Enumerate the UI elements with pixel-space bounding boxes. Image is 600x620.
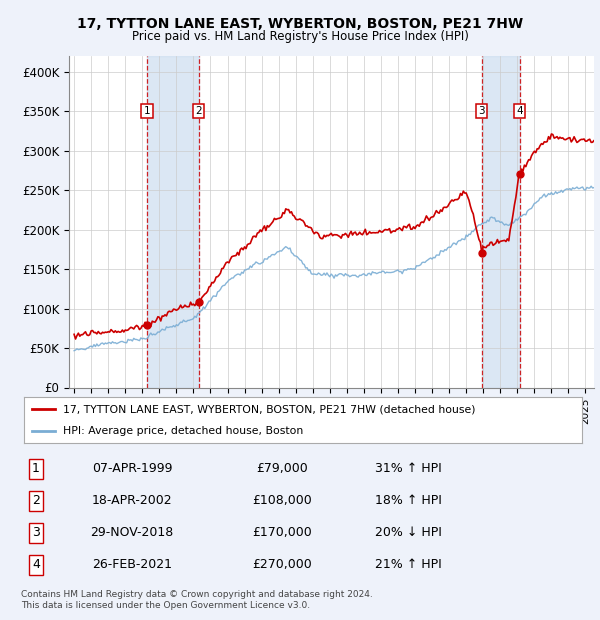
Text: £270,000: £270,000: [252, 559, 312, 572]
Text: 26-FEB-2021: 26-FEB-2021: [92, 559, 172, 572]
Text: Contains HM Land Registry data © Crown copyright and database right 2024.
This d: Contains HM Land Registry data © Crown c…: [21, 590, 373, 609]
Text: 20% ↓ HPI: 20% ↓ HPI: [374, 526, 442, 539]
Text: 4: 4: [517, 106, 523, 116]
Text: 1: 1: [143, 106, 150, 116]
Text: 18% ↑ HPI: 18% ↑ HPI: [374, 494, 442, 507]
Text: 18-APR-2002: 18-APR-2002: [92, 494, 172, 507]
Text: 21% ↑ HPI: 21% ↑ HPI: [374, 559, 442, 572]
Text: 31% ↑ HPI: 31% ↑ HPI: [374, 463, 442, 475]
Text: 1: 1: [32, 463, 40, 475]
Text: £170,000: £170,000: [252, 526, 312, 539]
Text: 29-NOV-2018: 29-NOV-2018: [91, 526, 173, 539]
Text: HPI: Average price, detached house, Boston: HPI: Average price, detached house, Bost…: [63, 426, 304, 436]
Text: Price paid vs. HM Land Registry's House Price Index (HPI): Price paid vs. HM Land Registry's House …: [131, 30, 469, 43]
Bar: [147, 56, 199, 388]
Text: £79,000: £79,000: [256, 463, 308, 475]
Text: 17, TYTTON LANE EAST, WYBERTON, BOSTON, PE21 7HW (detached house): 17, TYTTON LANE EAST, WYBERTON, BOSTON, …: [63, 404, 476, 414]
Text: 3: 3: [32, 526, 40, 539]
Bar: [482, 56, 520, 388]
Text: 2: 2: [195, 106, 202, 116]
Text: 3: 3: [478, 106, 485, 116]
Text: 07-APR-1999: 07-APR-1999: [92, 463, 172, 475]
Text: £108,000: £108,000: [252, 494, 312, 507]
Text: 4: 4: [32, 559, 40, 572]
Text: 2: 2: [32, 494, 40, 507]
Text: 17, TYTTON LANE EAST, WYBERTON, BOSTON, PE21 7HW: 17, TYTTON LANE EAST, WYBERTON, BOSTON, …: [77, 17, 523, 32]
